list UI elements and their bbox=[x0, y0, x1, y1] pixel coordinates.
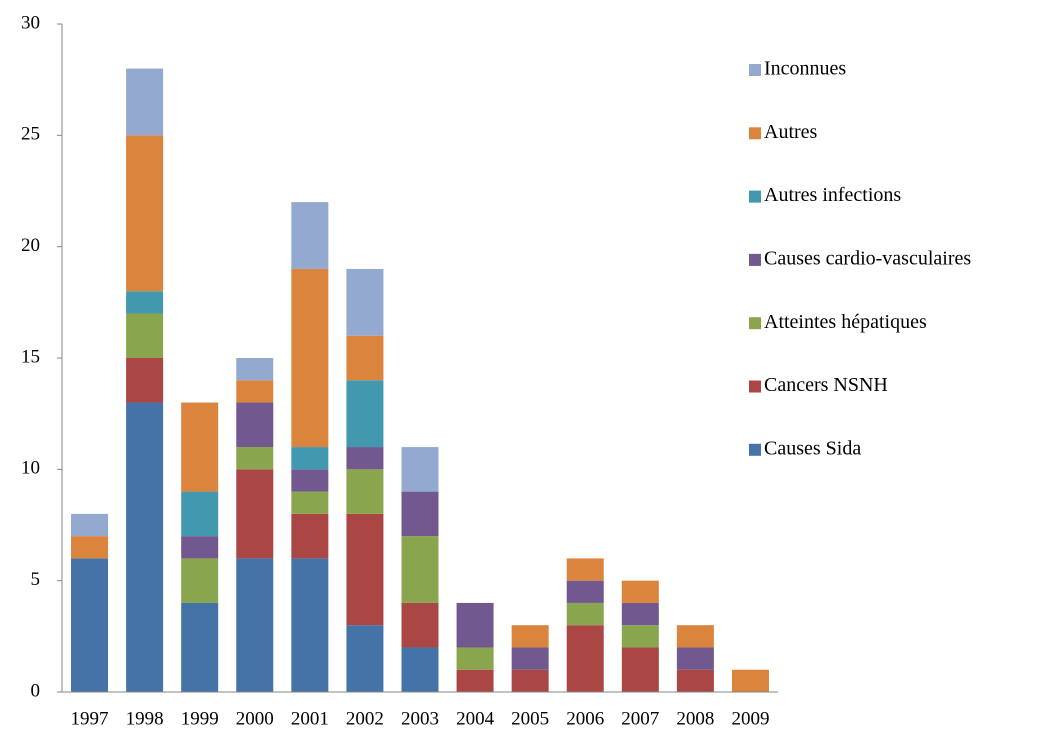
bar-segment bbox=[346, 268, 384, 336]
bar-segment bbox=[291, 469, 329, 492]
bar-segment bbox=[401, 602, 439, 648]
bar-segment bbox=[181, 536, 219, 559]
bar-segment bbox=[676, 625, 714, 648]
bar-segment bbox=[236, 402, 274, 448]
legend-label: Inconnues bbox=[764, 58, 846, 80]
bar-segment bbox=[291, 202, 329, 269]
legend-label: Atteintes hépatiques bbox=[764, 311, 927, 333]
bar-segment bbox=[71, 513, 109, 537]
x-tick-label: 1999 bbox=[181, 708, 219, 729]
legend-swatch bbox=[749, 127, 761, 140]
x-tick-label: 2005 bbox=[511, 708, 549, 729]
bar-segment bbox=[291, 447, 329, 470]
bar-segment bbox=[621, 602, 659, 626]
bar-segment bbox=[126, 358, 164, 403]
legend-swatch bbox=[749, 64, 761, 76]
legend-swatch bbox=[749, 443, 761, 456]
bar-segment bbox=[236, 380, 274, 403]
bar-segment bbox=[126, 313, 164, 358]
bar-segment bbox=[126, 402, 164, 692]
legend-label: Causes cardio-vasculaires bbox=[764, 247, 971, 269]
bar-segment bbox=[346, 513, 384, 626]
x-tick-label: 2004 bbox=[456, 708, 495, 729]
bar-segment bbox=[621, 580, 659, 603]
bar-segment bbox=[511, 647, 549, 670]
bar-segment bbox=[456, 602, 494, 648]
bar-segment bbox=[236, 358, 274, 381]
bar-segment bbox=[401, 491, 439, 537]
y-tick-label: 30 bbox=[21, 12, 40, 33]
legend-swatch bbox=[749, 253, 761, 266]
bar-segment bbox=[236, 558, 274, 692]
bar-segment bbox=[236, 469, 274, 559]
bar-segment bbox=[291, 491, 329, 514]
legend: Causes Sida Cancers NSNH Atteintes hépatiq… bbox=[749, 58, 971, 459]
legend-swatch bbox=[749, 380, 761, 393]
bar-segment bbox=[456, 647, 494, 670]
bar-segment bbox=[511, 669, 549, 692]
bar-segment bbox=[401, 647, 439, 692]
x-tick-label: 2003 bbox=[401, 708, 439, 729]
bar-segment bbox=[456, 669, 494, 692]
bar-segment bbox=[126, 68, 164, 136]
x-tick-label: 1997 bbox=[71, 708, 109, 729]
y-tick-label: 25 bbox=[21, 124, 40, 145]
bar-segment bbox=[126, 291, 164, 314]
y-tick-label: 15 bbox=[21, 346, 40, 367]
bar-segment bbox=[731, 669, 769, 692]
legend-label: Autres infections bbox=[764, 184, 901, 206]
bar-segment bbox=[566, 625, 604, 692]
x-tick-label: 1998 bbox=[126, 708, 164, 729]
y-tick-label: 20 bbox=[21, 235, 40, 256]
bar-segment bbox=[236, 447, 274, 470]
bar-segment bbox=[566, 580, 604, 603]
bar-segment bbox=[401, 447, 439, 492]
bar-segment bbox=[346, 447, 384, 470]
legend-label: Autres bbox=[764, 121, 818, 143]
bar-segment bbox=[346, 380, 384, 448]
x-tick-label: 2009 bbox=[731, 708, 769, 729]
y-tick-label: 0 bbox=[31, 680, 41, 701]
bar-segment bbox=[291, 268, 329, 448]
bar-segment bbox=[401, 536, 439, 603]
bar-segment bbox=[676, 669, 714, 692]
bar-segment bbox=[621, 647, 659, 692]
bar-segment bbox=[71, 558, 109, 692]
bar-segment bbox=[181, 491, 219, 537]
bar-segment bbox=[346, 335, 384, 381]
legend-swatch bbox=[749, 317, 761, 330]
bar-segment bbox=[291, 558, 329, 692]
x-tick-label: 2007 bbox=[621, 708, 659, 729]
bar-segment bbox=[676, 647, 714, 670]
bar-segment bbox=[181, 602, 219, 692]
bar-segment bbox=[181, 402, 219, 492]
x-tick-label: 2008 bbox=[676, 708, 714, 729]
bar-segment bbox=[621, 625, 659, 648]
bar-segment bbox=[566, 558, 604, 581]
x-tick-label: 2000 bbox=[236, 708, 274, 729]
bar-segment bbox=[566, 602, 604, 626]
bar-segment bbox=[181, 558, 219, 603]
bar-segment bbox=[71, 536, 109, 559]
x-tick-label: 2006 bbox=[566, 708, 604, 729]
legend-label: Cancers NSNH bbox=[764, 374, 888, 396]
bar-segment bbox=[511, 625, 549, 648]
legend-swatch bbox=[749, 190, 761, 203]
bar-segment bbox=[291, 513, 329, 559]
bar-segment bbox=[346, 625, 384, 692]
legend-label: Causes Sida bbox=[764, 437, 861, 459]
y-tick-label: 5 bbox=[31, 569, 41, 590]
bar-segment bbox=[346, 469, 384, 514]
y-tick-label: 10 bbox=[21, 458, 40, 479]
bar-segment bbox=[126, 135, 164, 292]
x-tick-label: 2002 bbox=[346, 708, 384, 729]
x-tick-label: 2001 bbox=[291, 708, 329, 729]
